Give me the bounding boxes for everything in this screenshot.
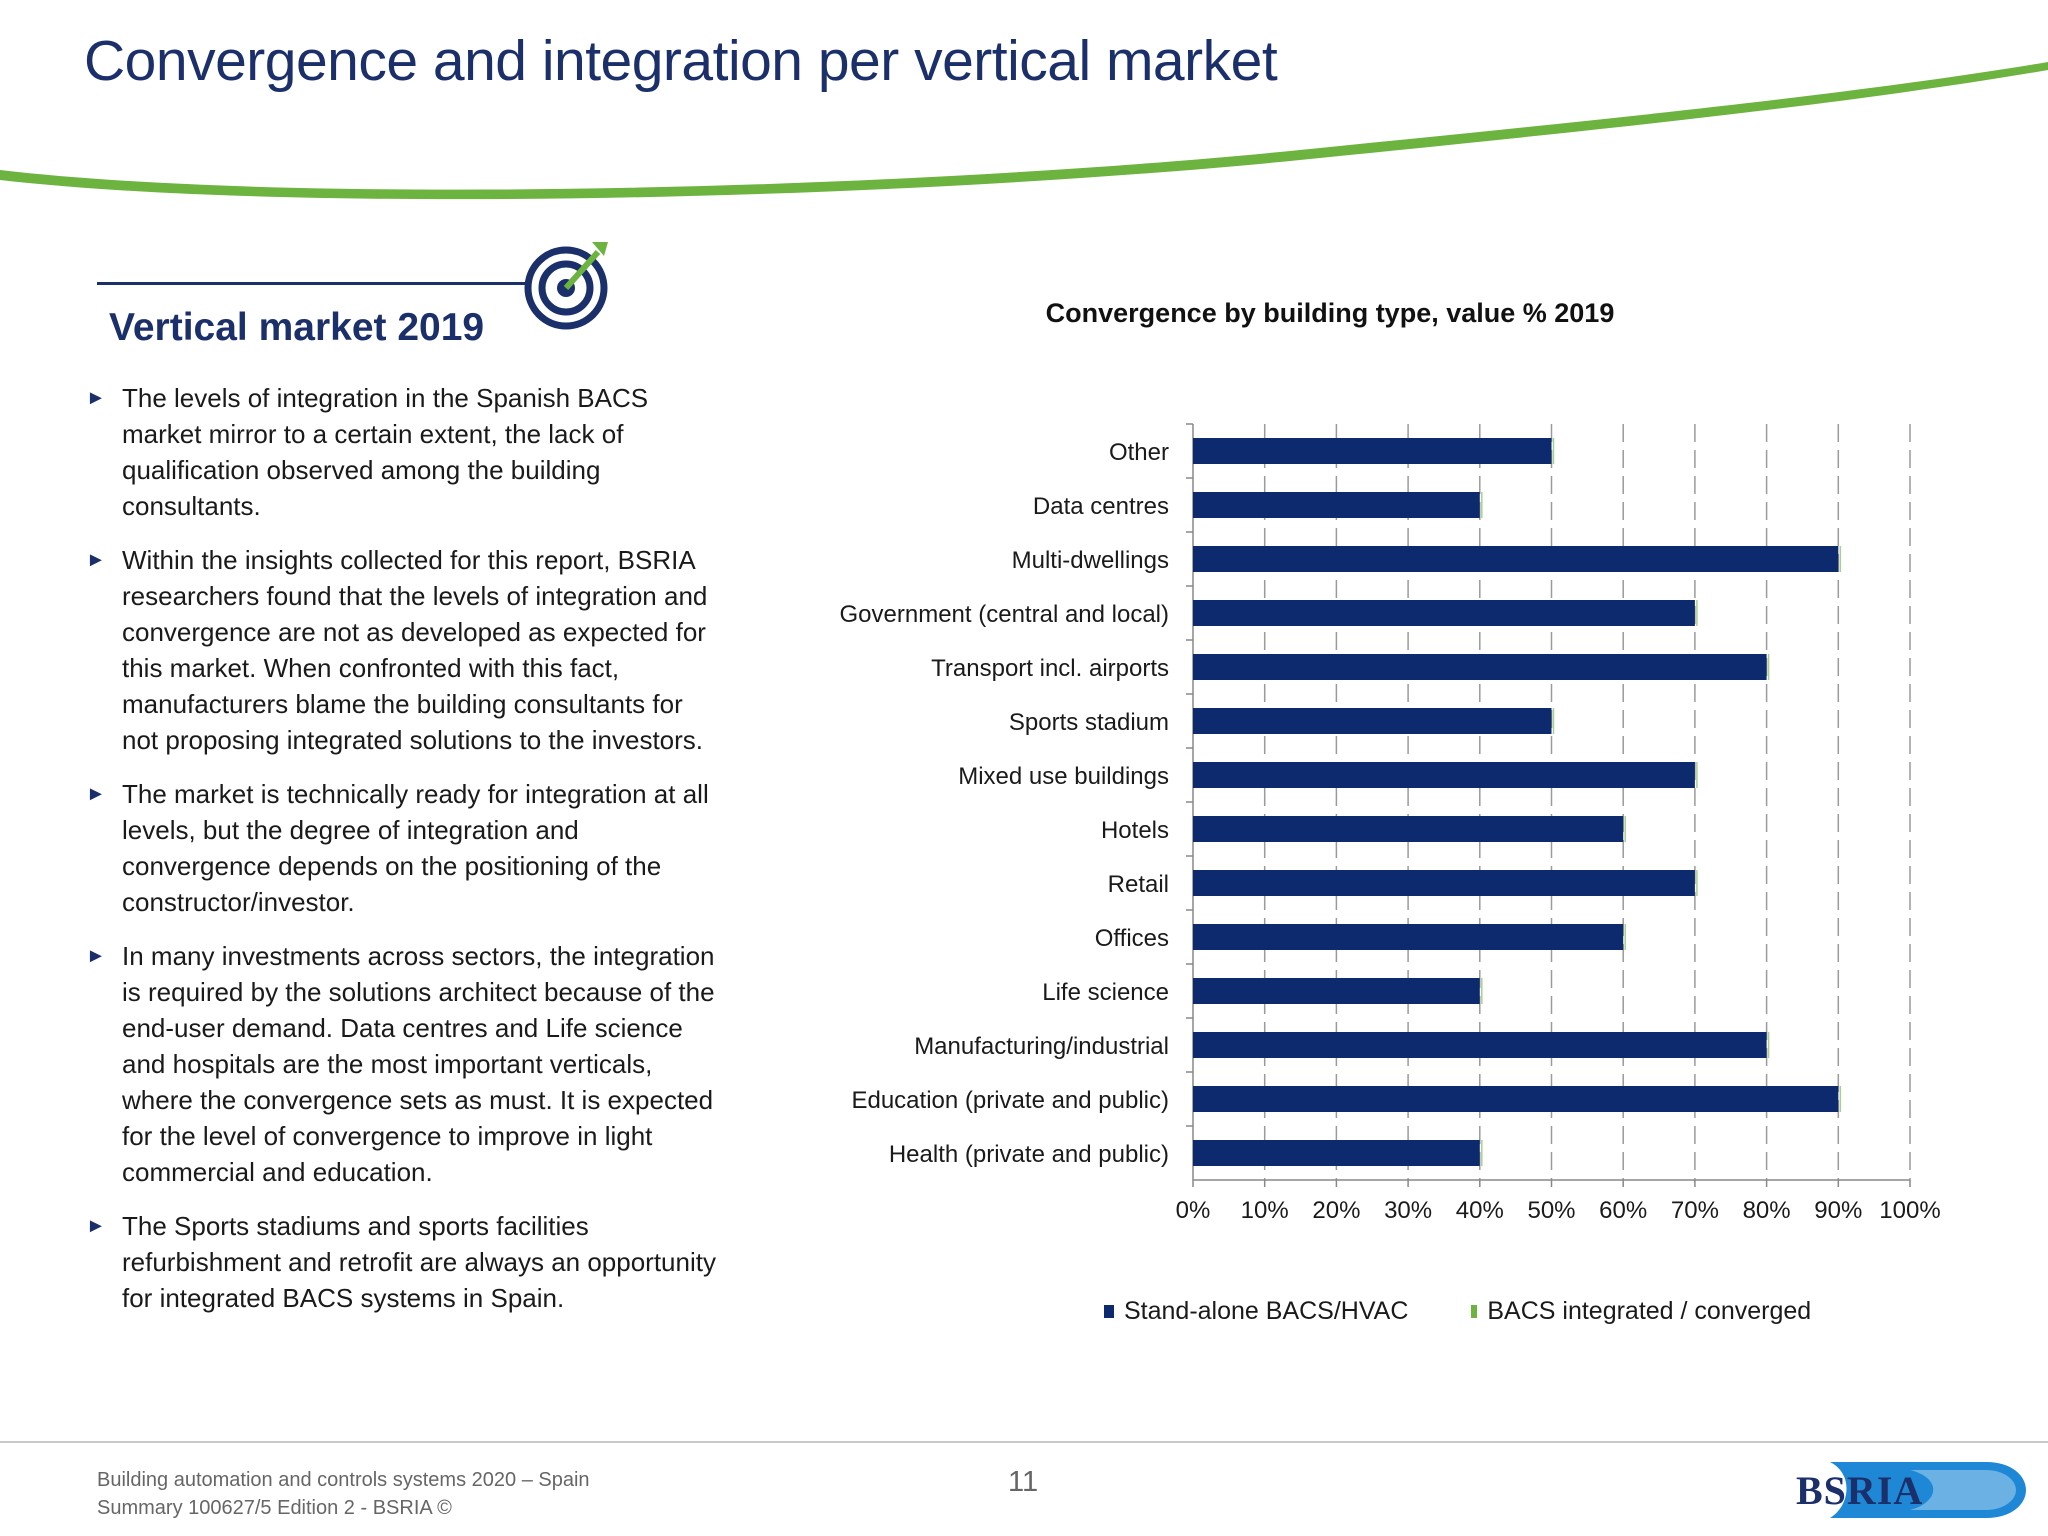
x-tick-label: 40%	[1456, 1197, 1504, 1224]
category-label: Sports stadium	[1009, 709, 1169, 736]
bullet-arrow-icon: ►	[86, 945, 106, 967]
chart-title: Convergence by building type, value % 20…	[1045, 298, 1615, 328]
bar-standalone	[1193, 870, 1695, 896]
bar-standalone	[1193, 600, 1695, 626]
category-label: Hotels	[1101, 817, 1169, 844]
category-label: Life science	[1042, 979, 1169, 1006]
bullet-text: Within the insights collected for this r…	[122, 545, 708, 755]
bar-standalone	[1193, 816, 1624, 842]
bullet-arrow-icon: ►	[86, 1215, 106, 1237]
bar-standalone	[1193, 708, 1552, 734]
x-tick-label: 20%	[1312, 1197, 1360, 1224]
legend-item-integrated: BACS integrated / converged	[1471, 1297, 1811, 1326]
bar-standalone	[1193, 924, 1624, 950]
bar-standalone	[1193, 978, 1480, 1004]
footer-line-1: Building automation and controls systems…	[97, 1469, 590, 1491]
svg-text:BSRIA: BSRIA	[1796, 1468, 1923, 1513]
category-label: Government (central and local)	[840, 601, 1169, 628]
bullet-item: ► The Sports stadiums and sports faciliti…	[86, 1208, 726, 1316]
legend-item-standalone: Stand-alone BACS/HVAC	[1104, 1297, 1408, 1326]
x-tick-label: 80%	[1743, 1197, 1791, 1224]
bar-integrated	[1695, 600, 1910, 626]
bullet-list: ► The levels of integration in the Spanis…	[86, 380, 726, 1334]
bar-integrated	[1695, 870, 1910, 896]
x-tick-label: 50%	[1527, 1197, 1575, 1224]
category-label: Data centres	[1033, 493, 1169, 520]
chart-legend: Stand-alone BACS/HVAC BACS integrated / …	[1104, 1296, 1867, 1326]
category-label: Education (private and public)	[851, 1087, 1169, 1114]
bar-standalone	[1193, 492, 1480, 518]
category-label: Health (private and public)	[889, 1141, 1169, 1168]
footer-text: Building automation and controls systems…	[97, 1466, 590, 1522]
category-label: Offices	[1095, 925, 1169, 952]
x-tick-label: 70%	[1671, 1197, 1719, 1224]
legend-label: Stand-alone BACS/HVAC	[1124, 1297, 1409, 1325]
bullet-text: The market is technically ready for inte…	[122, 779, 709, 917]
category-label: Transport incl. airports	[931, 655, 1169, 682]
x-tick-label: 100%	[1879, 1197, 1940, 1224]
bullet-item: ► The market is technically ready for int…	[86, 776, 726, 920]
bar-standalone	[1193, 654, 1767, 680]
bullet-arrow-icon: ►	[86, 549, 106, 571]
target-icon	[524, 242, 608, 330]
section-rule	[97, 282, 529, 285]
bar-standalone	[1193, 1086, 1839, 1112]
header-swoosh	[0, 62, 2048, 200]
footer-divider	[0, 1441, 2048, 1443]
bullet-item: ► The levels of integration in the Spanis…	[86, 380, 726, 524]
x-tick-label: 30%	[1384, 1197, 1432, 1224]
bullet-arrow-icon: ►	[86, 783, 106, 805]
bullet-text: The levels of integration in the Spanish…	[122, 383, 649, 521]
category-label: Mixed use buildings	[958, 763, 1169, 790]
category-label: Other	[1109, 439, 1169, 466]
bullet-item: ► Within the insights collected for this …	[86, 542, 726, 758]
bar-integrated	[1552, 708, 1911, 734]
bar-standalone	[1193, 762, 1695, 788]
bar-standalone	[1193, 438, 1552, 464]
legend-label: BACS integrated / converged	[1487, 1297, 1812, 1325]
x-tick-label: 60%	[1599, 1197, 1647, 1224]
bullet-text: In many investments across sectors, the …	[122, 941, 715, 1187]
category-label: Manufacturing/industrial	[914, 1033, 1169, 1060]
section-heading: Vertical market 2019	[109, 306, 485, 349]
category-label: Multi-dwellings	[1012, 547, 1169, 574]
bullet-text: The Sports stadiums and sports facilitie…	[122, 1211, 716, 1313]
legend-swatch	[1471, 1305, 1478, 1318]
x-tick-label: 10%	[1241, 1197, 1289, 1224]
category-label: Retail	[1108, 871, 1169, 898]
bullet-item: ► In many investments across sectors, the…	[86, 938, 726, 1190]
bar-standalone	[1193, 1032, 1767, 1058]
bar-integrated	[1695, 762, 1910, 788]
footer-line-2: Summary 100627/5 Edition 2 - BSRIA ©	[97, 1497, 452, 1519]
bsria-logo: BSRIA	[1796, 1462, 2026, 1518]
bar-integrated	[1838, 1086, 1910, 1112]
bar-standalone	[1193, 546, 1839, 572]
bar-standalone	[1193, 1140, 1480, 1166]
x-tick-label: 0%	[1176, 1197, 1211, 1224]
bar-integrated	[1838, 546, 1910, 572]
page-number: 11	[1008, 1466, 1039, 1498]
bar-chart: 0% 10% 20% 30% 40% 50% 60% 70% 80% 90% 100% Other Da…	[840, 423, 1941, 1224]
legend-swatch	[1104, 1305, 1114, 1318]
x-tick-label: 90%	[1814, 1197, 1862, 1224]
bullet-arrow-icon: ►	[86, 387, 106, 409]
page-title: Convergence and integration per vertical…	[84, 29, 1278, 93]
bar-integrated	[1552, 438, 1911, 464]
